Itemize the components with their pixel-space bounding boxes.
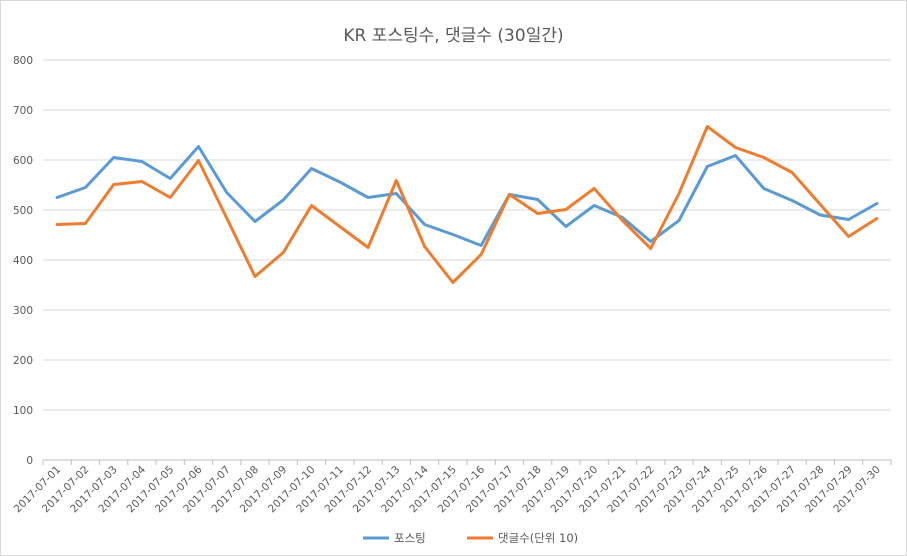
chart-title: KR 포스팅수, 댓글수 (30일간) xyxy=(343,26,564,46)
y-tick-label: 0 xyxy=(26,455,33,467)
legend-label-2: 댓글수(단위 10) xyxy=(498,531,578,545)
y-tick-label: 600 xyxy=(13,155,33,167)
y-tick-label: 200 xyxy=(13,355,33,367)
y-tick-label: 500 xyxy=(13,205,33,217)
y-tick-label: 700 xyxy=(13,105,33,117)
series-line-1 xyxy=(55,145,879,247)
y-tick-label: 100 xyxy=(13,405,33,417)
legend-label-1: 포스팅 xyxy=(394,531,426,545)
y-tick-label: 400 xyxy=(13,255,33,267)
series-line-2 xyxy=(55,125,879,284)
y-tick-label: 300 xyxy=(13,305,33,317)
y-tick-label: 800 xyxy=(13,55,33,67)
